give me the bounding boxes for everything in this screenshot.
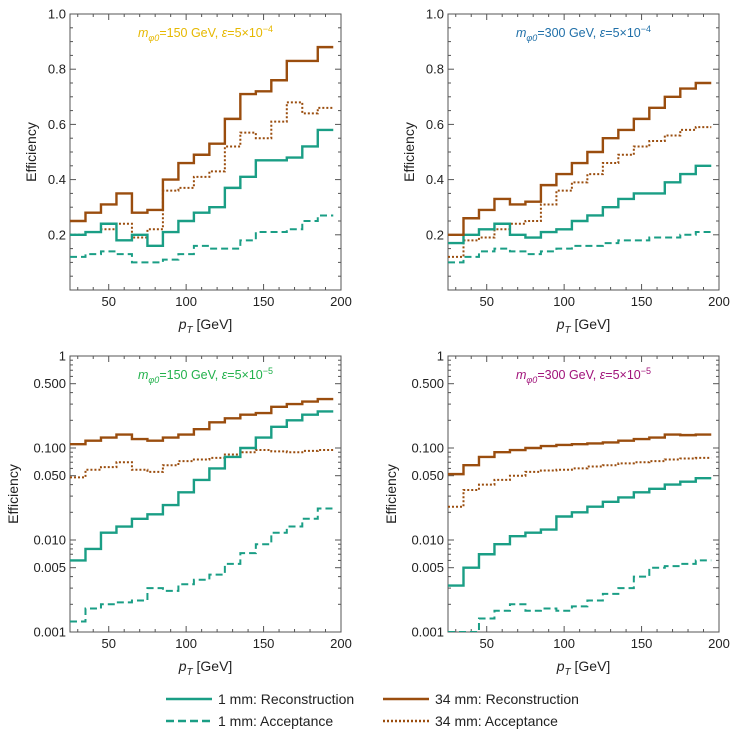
x-tick-label: 200 — [330, 294, 352, 309]
legend-label: 1 mm: Reconstruction — [218, 691, 354, 707]
y-tick-label: 0.005 — [33, 560, 66, 575]
series-acc-34mm — [70, 101, 334, 239]
series-acc-34mm — [448, 456, 712, 508]
x-tick-label: 100 — [175, 294, 197, 309]
series-acc-1mm — [70, 214, 334, 264]
x-tick-label: 50 — [101, 636, 115, 651]
y-tick-label: 0.4 — [426, 172, 444, 187]
x-axis-label: pT [GeV] — [178, 658, 233, 678]
y-tick-label: 0.8 — [426, 62, 444, 77]
x-tick-label: 200 — [708, 636, 730, 651]
panel-title: mφ0=150 GeV, ε=5×10−4 — [138, 24, 273, 43]
plot-frame — [447, 13, 720, 291]
y-tick-label: 0.8 — [48, 62, 66, 77]
x-axis-label: pT [GeV] — [556, 316, 611, 336]
series-acc-34mm — [70, 449, 334, 479]
y-tick-label: 0.4 — [48, 172, 66, 187]
y-tick-label: 0.2 — [426, 227, 444, 242]
legend-label: 34 mm: Reconstruction — [435, 691, 579, 707]
x-tick-label: 150 — [631, 636, 653, 651]
x-tick-label: 50 — [479, 636, 493, 651]
series-acc-34mm — [448, 126, 712, 258]
plot-frame — [69, 13, 342, 291]
plot-frame — [69, 355, 342, 633]
legend-label: 1 mm: Acceptance — [218, 713, 333, 729]
series-reco-1mm — [448, 164, 712, 245]
x-tick-label: 150 — [253, 636, 275, 651]
legend: 1 mm: Reconstruction 34 mm: Reconstructio… — [166, 691, 579, 729]
y-tick-label: 0.500 — [411, 376, 444, 391]
x-tick-label: 150 — [253, 294, 275, 309]
series-reco-1mm — [70, 128, 334, 248]
y-tick-label: 0.050 — [33, 468, 66, 483]
panel-300gev-5e-4: 50 100 150 200 0.2 0.4 0.6 0.8 1.0 pT [GeV] Effici… — [401, 7, 730, 337]
y-tick-label: 0.100 — [33, 441, 66, 456]
x-tick-label: 200 — [708, 294, 730, 309]
panel-title: mφ0=300 GeV, ε=5×10−5 — [516, 366, 651, 385]
series-reco-34mm — [70, 397, 334, 446]
y-tick-label: 0.050 — [411, 468, 444, 483]
y-tick-label: 0.500 — [33, 376, 66, 391]
y-tick-label: 1 — [59, 349, 66, 364]
panel-150gev-5e-5: 50 100 150 200 0.001 0.005 0.010 0.050 0.100 0.50… — [5, 349, 352, 679]
y-tick-label: 1 — [437, 349, 444, 364]
x-axis-label: pT [GeV] — [178, 316, 233, 336]
x-tick-label: 150 — [631, 294, 653, 309]
x-axis-label: pT [GeV] — [556, 658, 611, 678]
x-tick-label: 50 — [479, 294, 493, 309]
series-acc-1mm — [70, 507, 334, 623]
x-tick-label: 100 — [175, 636, 197, 651]
x-tick-label: 100 — [553, 294, 575, 309]
panel-title: mφ0=150 GeV, ε=5×10−5 — [138, 366, 273, 385]
series-reco-34mm — [448, 433, 712, 476]
panel-150gev-5e-4: 50 100 150 200 0.2 0.4 0.6 0.8 1.0 pT [GeV] Effici… — [23, 7, 352, 337]
series-reco-34mm — [448, 81, 712, 236]
plot-frame — [447, 355, 720, 633]
y-tick-label: 1.0 — [48, 7, 66, 22]
y-tick-label: 0.100 — [411, 441, 444, 456]
legend-label: 34 mm: Acceptance — [435, 713, 558, 729]
y-axis-label: Efficiency — [23, 122, 39, 182]
y-tick-label: 0.010 — [33, 533, 66, 548]
panel-300gev-5e-5: 50 100 150 200 0.001 0.005 0.010 0.050 0.100 0.50… — [383, 349, 730, 679]
series-reco-34mm — [70, 45, 334, 223]
y-tick-label: 0.6 — [48, 117, 66, 132]
y-tick-label: 1.0 — [426, 7, 444, 22]
series-acc-1mm — [448, 231, 712, 264]
y-axis-label: Efficiency — [383, 464, 399, 524]
x-tick-label: 100 — [553, 636, 575, 651]
series-reco-1mm — [448, 476, 712, 587]
y-tick-label: 0.001 — [411, 625, 444, 640]
y-tick-label: 0.010 — [411, 533, 444, 548]
series-reco-1mm — [70, 410, 334, 562]
y-tick-label: 0.6 — [426, 117, 444, 132]
y-axis-label: Efficiency — [5, 464, 21, 524]
x-tick-label: 50 — [101, 294, 115, 309]
panel-title: mφ0=300 GeV, ε=5×10−4 — [516, 24, 651, 43]
x-tick-label: 200 — [330, 636, 352, 651]
y-tick-label: 0.2 — [48, 227, 66, 242]
y-axis-label: Efficiency — [401, 122, 417, 182]
y-tick-label: 0.001 — [33, 625, 66, 640]
y-tick-label: 0.005 — [411, 560, 444, 575]
series-acc-1mm — [448, 559, 712, 632]
